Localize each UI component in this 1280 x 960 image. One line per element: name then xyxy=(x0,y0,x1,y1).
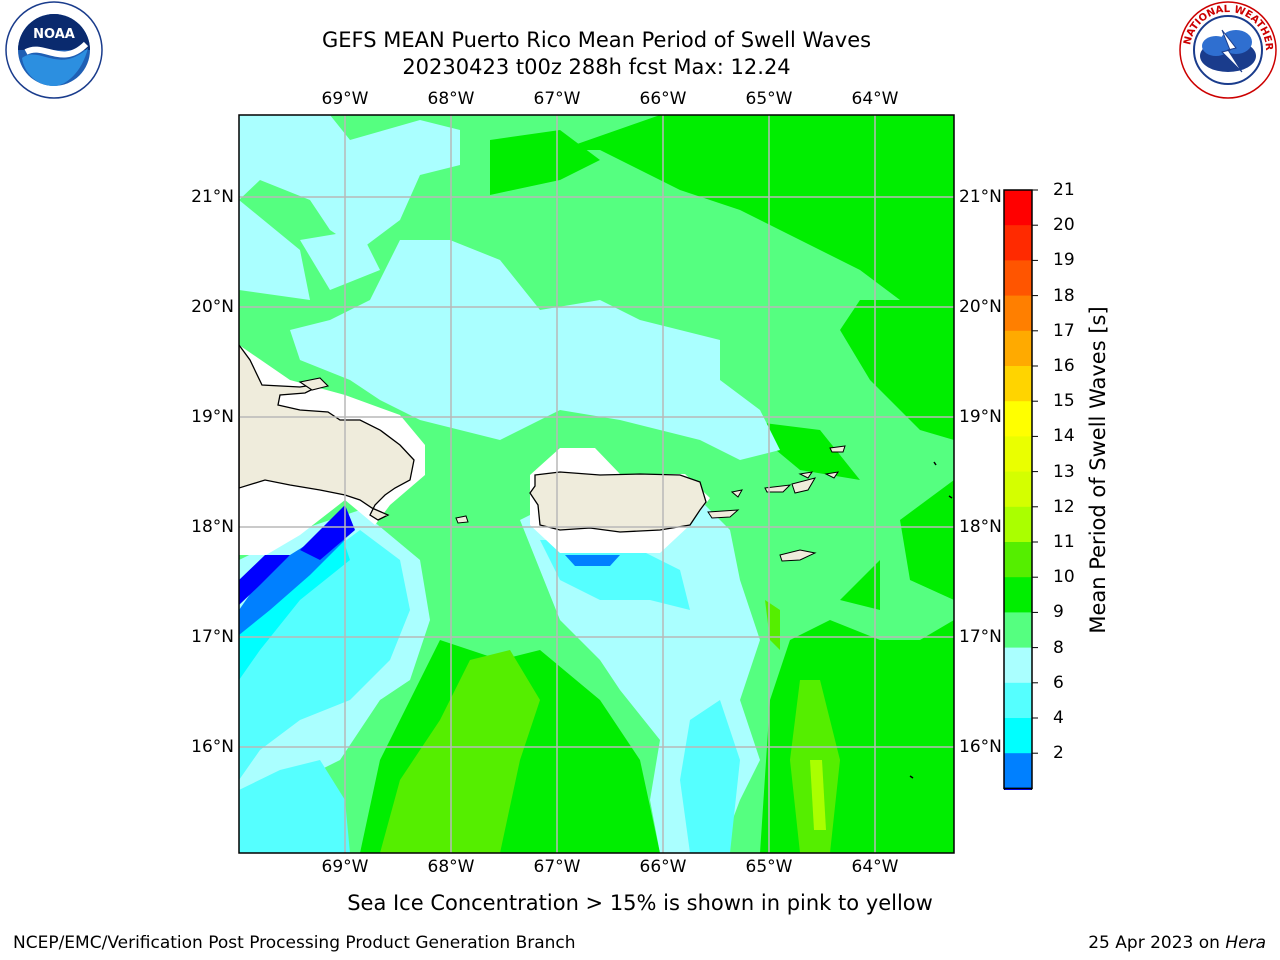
tick-label: 18°N xyxy=(959,517,1002,537)
colorbar-band xyxy=(1004,682,1032,719)
map-subtitle: 20230423 t00z 288h fcst Max: 12.24 xyxy=(402,55,791,79)
colorbar-tick-label: 12 xyxy=(1053,496,1075,517)
colorbar xyxy=(1003,189,1038,790)
footer-date-text: 25 Apr 2023 on xyxy=(1088,933,1226,953)
colorbar-band xyxy=(1004,401,1032,437)
footer-host: Hera xyxy=(1225,933,1266,953)
tick-label: 18°N xyxy=(191,517,234,537)
tick-label: 20°N xyxy=(191,297,234,317)
tick-label: 69°W xyxy=(321,89,369,109)
colorbar-tick-label: 18 xyxy=(1053,285,1075,306)
colorbar-tick-label: 16 xyxy=(1053,356,1075,376)
colorbar-tick-label: 11 xyxy=(1053,532,1075,552)
noaa-logo-icon: NOAA xyxy=(4,0,104,100)
tick-label: 64°W xyxy=(851,857,899,877)
graticule xyxy=(239,115,954,853)
colorbar-tick-label: 19 xyxy=(1053,250,1075,271)
colorbar-band xyxy=(1004,330,1032,367)
colorbar-band xyxy=(1004,471,1032,508)
colorbar-tick-label: 4 xyxy=(1053,708,1064,728)
tick-label: 19°N xyxy=(191,407,234,427)
sea-ice-note: Sea Ice Concentration > 15% is shown in … xyxy=(347,891,933,915)
colorbar-band xyxy=(1004,506,1032,543)
colorbar-band xyxy=(1004,190,1032,226)
tick-label: 16°N xyxy=(191,737,234,757)
colorbar-frame xyxy=(1003,189,1033,790)
colorbar-tick-label: 14 xyxy=(1053,426,1075,447)
tick-label: 17°N xyxy=(959,627,1002,647)
colorbar-band xyxy=(1004,647,1032,684)
tick-label: 68°W xyxy=(427,89,475,109)
tick-label: 66°W xyxy=(639,89,687,109)
colorbar-band xyxy=(1004,542,1032,578)
colorbar-band xyxy=(1004,612,1032,649)
colorbar-tick-label: 15 xyxy=(1053,391,1075,412)
tick-label: 67°W xyxy=(533,89,581,109)
colorbar-tick-label: 21 xyxy=(1053,180,1075,200)
tick-label: 17°N xyxy=(191,627,234,647)
colorbar-band xyxy=(1004,295,1032,332)
tick-label: 16°N xyxy=(959,737,1002,757)
colorbar-tick-label: 17 xyxy=(1053,320,1075,341)
colorbar-band xyxy=(1004,366,1032,402)
colorbar-band xyxy=(1004,436,1032,473)
tick-label: 20°N xyxy=(959,297,1002,317)
tick-label: 65°W xyxy=(745,89,793,109)
colorbar-band xyxy=(1004,577,1032,613)
tick-label: 66°W xyxy=(639,857,687,877)
colorbar-tick-label: 6 xyxy=(1053,672,1064,693)
nws-logo-icon: NATIONAL WEATHER SERVICE xyxy=(1172,0,1280,100)
map-title: GEFS MEAN Puerto Rico Mean Period of Swe… xyxy=(321,28,872,52)
colorbar-band xyxy=(1004,718,1032,754)
colorbar-tick-label: 13 xyxy=(1053,461,1075,482)
colorbar-tick-label: 9 xyxy=(1053,602,1064,623)
colorbar-label: Mean Period of Swell Waves [s] xyxy=(1086,306,1110,634)
footer-date: 25 Apr 2023 on Hera xyxy=(1088,933,1266,953)
swell-period-field xyxy=(239,115,954,853)
colorbar-band xyxy=(1004,260,1032,297)
colorbar-tick-label: 2 xyxy=(1053,743,1064,764)
colorbar-tick-label: 20 xyxy=(1053,215,1075,236)
tick-label: 68°W xyxy=(427,857,475,877)
tick-label: 65°W xyxy=(745,857,793,877)
colorbar-band xyxy=(1004,753,1032,789)
tick-label: 69°W xyxy=(321,857,369,877)
colorbar-tick-label: 10 xyxy=(1053,567,1075,588)
tick-label: 19°N xyxy=(959,407,1002,427)
tick-label: 21°N xyxy=(959,187,1002,207)
colorbar-band xyxy=(1004,225,1032,261)
footer-credit: NCEP/EMC/Verification Post Processing Pr… xyxy=(13,933,576,953)
map-frame xyxy=(238,114,955,854)
noaa-logo-text: NOAA xyxy=(33,27,75,42)
colorbar-tick-label: 8 xyxy=(1053,637,1064,658)
tick-label: 64°W xyxy=(851,89,899,109)
tick-label: 67°W xyxy=(533,857,581,877)
tick-label: 21°N xyxy=(191,187,234,207)
